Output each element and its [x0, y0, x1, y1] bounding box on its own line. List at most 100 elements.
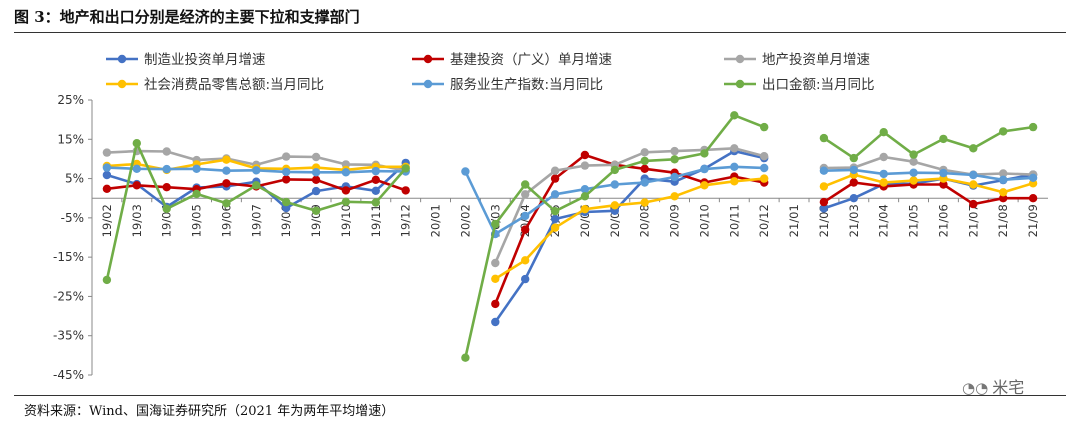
source-note: 资料来源：Wind、国海证券研究所（2021 年为两年平均增速）	[24, 404, 395, 419]
legend-swatch-marker	[423, 79, 433, 89]
series-line	[494, 177, 765, 280]
data-point	[999, 127, 1008, 136]
x-tick-label: 19/10	[339, 204, 353, 237]
data-point	[102, 163, 112, 172]
data-point	[102, 275, 112, 285]
x-tick-label: 21/08	[996, 204, 1010, 237]
data-point	[819, 204, 829, 213]
series-3	[102, 144, 1038, 268]
data-point	[222, 179, 231, 188]
source-rule	[14, 395, 1066, 396]
legend-item: 社会消费品零售总额:当月同比	[106, 77, 324, 93]
data-point	[909, 150, 918, 159]
data-point	[1028, 122, 1038, 132]
data-point	[491, 274, 500, 283]
data-point	[999, 194, 1008, 203]
data-point	[760, 122, 769, 132]
data-point	[819, 133, 829, 143]
data-point	[969, 144, 978, 153]
y-tick-label: -45%	[53, 368, 84, 382]
series-line	[823, 168, 1034, 182]
data-point	[1028, 173, 1038, 182]
data-point	[401, 164, 410, 173]
chart-axes: -45% -35% -25% -15% -5% 5% 15% 25% 19/02 19/03 19/…	[53, 93, 1048, 382]
legend-item: 出口金额:当月同比	[724, 77, 875, 93]
figure-title: 图 3：地产和出口分别是经济的主要下拉和支撑部门	[14, 8, 360, 26]
data-point	[610, 180, 619, 189]
x-tick-label: 19/08	[279, 204, 293, 237]
data-point	[670, 192, 679, 201]
data-point	[491, 219, 500, 229]
x-tick-label: 19/02	[100, 204, 114, 237]
data-point	[102, 148, 112, 157]
data-point	[879, 152, 888, 162]
legend-label: 基建投资（广义）单月增速	[450, 51, 612, 68]
chart-series	[102, 111, 1038, 362]
data-point	[640, 164, 649, 173]
data-point	[132, 139, 141, 148]
data-point	[311, 175, 321, 184]
watermark-text: 米宅	[992, 378, 1025, 397]
data-point	[550, 214, 560, 224]
series-line	[494, 153, 765, 305]
x-tick-label: 19/12	[399, 204, 413, 237]
data-point	[849, 194, 858, 203]
series-line	[823, 125, 1034, 160]
data-point	[849, 153, 858, 163]
data-point	[102, 184, 112, 193]
data-point	[550, 223, 560, 232]
y-tick-label: -15%	[53, 250, 84, 264]
data-point	[282, 203, 291, 213]
legend-swatch-marker	[117, 79, 127, 89]
data-point	[461, 353, 470, 362]
data-point	[252, 181, 261, 190]
data-point	[969, 180, 978, 189]
data-point	[610, 201, 619, 210]
legend-item: 服务业生产指数:当月同比	[412, 77, 603, 93]
data-point	[939, 168, 948, 178]
x-tick-label: 19/05	[190, 204, 204, 237]
data-point	[521, 274, 530, 284]
data-point	[102, 170, 112, 180]
series-line	[823, 173, 1034, 194]
data-point	[162, 147, 171, 156]
data-point	[491, 299, 500, 309]
legend-swatch-marker	[117, 54, 127, 64]
x-tick-label: 21/06	[936, 204, 950, 237]
legend-item: 基建投资（广义）单月增速	[412, 51, 612, 68]
data-point	[640, 156, 649, 166]
data-point	[849, 165, 858, 175]
y-tick-label: -35%	[53, 329, 84, 343]
data-point	[341, 197, 351, 206]
data-point	[521, 256, 530, 265]
data-point	[252, 166, 261, 175]
data-point	[640, 148, 649, 157]
y-tick-label: 5%	[65, 172, 84, 186]
legend-label: 服务业生产指数:当月同比	[450, 77, 603, 93]
data-point	[371, 166, 380, 176]
data-point	[222, 199, 231, 208]
data-point	[192, 189, 201, 199]
x-tick-label: 21/02	[817, 204, 831, 237]
y-tick-label: -5%	[61, 211, 84, 225]
data-point	[162, 204, 171, 213]
data-point	[909, 168, 918, 177]
series-6	[102, 111, 1038, 362]
data-point	[1028, 194, 1038, 203]
data-point	[282, 152, 291, 161]
x-tick-label: 19/06	[219, 204, 233, 237]
data-point	[491, 317, 500, 327]
x-tick-label: 21/07	[966, 204, 980, 237]
series-line	[823, 155, 1034, 176]
data-point	[580, 192, 590, 201]
data-point	[401, 186, 410, 195]
data-point	[550, 166, 560, 175]
data-point	[939, 180, 948, 189]
chat-bubble-icon: ◔◔	[962, 379, 989, 397]
x-tick-label: 21/04	[877, 204, 891, 237]
legend-label: 地产投资单月增速	[762, 52, 870, 68]
data-point	[969, 170, 978, 180]
x-tick-label: 21/03	[847, 204, 861, 237]
legend-label: 制造业投资单月增速	[144, 52, 266, 68]
data-point	[311, 152, 321, 162]
